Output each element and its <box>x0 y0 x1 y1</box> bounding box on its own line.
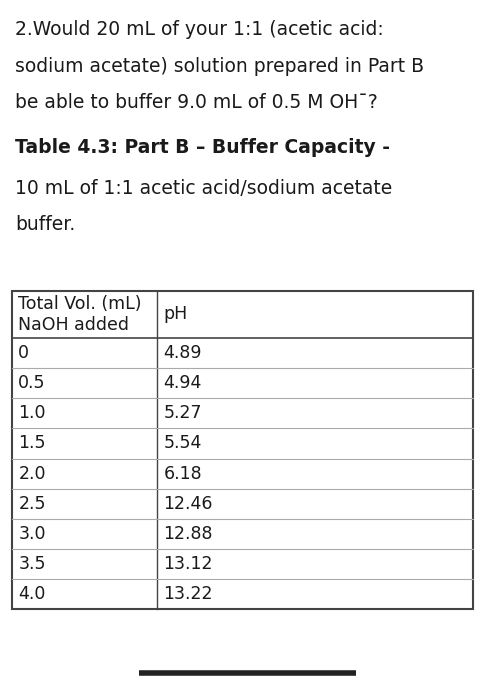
Text: 0.5: 0.5 <box>18 374 46 392</box>
Text: 2.5: 2.5 <box>18 495 46 512</box>
Text: 13.22: 13.22 <box>163 585 213 603</box>
Text: 4.89: 4.89 <box>163 344 202 362</box>
Text: 13.12: 13.12 <box>163 555 213 573</box>
Bar <box>12 290 473 609</box>
Text: 4.0: 4.0 <box>18 585 46 603</box>
Text: pH: pH <box>163 305 188 323</box>
Text: 10 mL of 1:1 acetic acid/sodium acetate: 10 mL of 1:1 acetic acid/sodium acetate <box>15 178 392 197</box>
Text: 3.0: 3.0 <box>18 525 46 542</box>
Text: buffer.: buffer. <box>15 215 75 234</box>
Text: 5.54: 5.54 <box>163 435 201 452</box>
Text: 0: 0 <box>18 344 29 362</box>
Text: 4.94: 4.94 <box>163 374 201 392</box>
Text: Total Vol. (mL): Total Vol. (mL) <box>18 295 142 313</box>
Text: 6.18: 6.18 <box>163 465 202 482</box>
Text: 2.0: 2.0 <box>18 465 46 482</box>
Text: sodium acetate) solution prepared in Part B: sodium acetate) solution prepared in Par… <box>15 57 424 76</box>
Text: 12.46: 12.46 <box>163 495 213 512</box>
Text: 12.88: 12.88 <box>163 525 213 542</box>
Text: Table 4.3: Part B – Buffer Capacity -: Table 4.3: Part B – Buffer Capacity - <box>15 138 390 157</box>
Text: 2.Would 20 mL of your 1:1 (acetic acid:: 2.Would 20 mL of your 1:1 (acetic acid: <box>15 20 384 39</box>
Text: 1.0: 1.0 <box>18 405 46 422</box>
Text: 5.27: 5.27 <box>163 405 202 422</box>
Text: be able to buffer 9.0 mL of 0.5 M OH¯?: be able to buffer 9.0 mL of 0.5 M OH¯? <box>15 93 378 112</box>
Text: 1.5: 1.5 <box>18 435 46 452</box>
Text: 3.5: 3.5 <box>18 555 46 573</box>
Text: NaOH added: NaOH added <box>18 316 129 334</box>
